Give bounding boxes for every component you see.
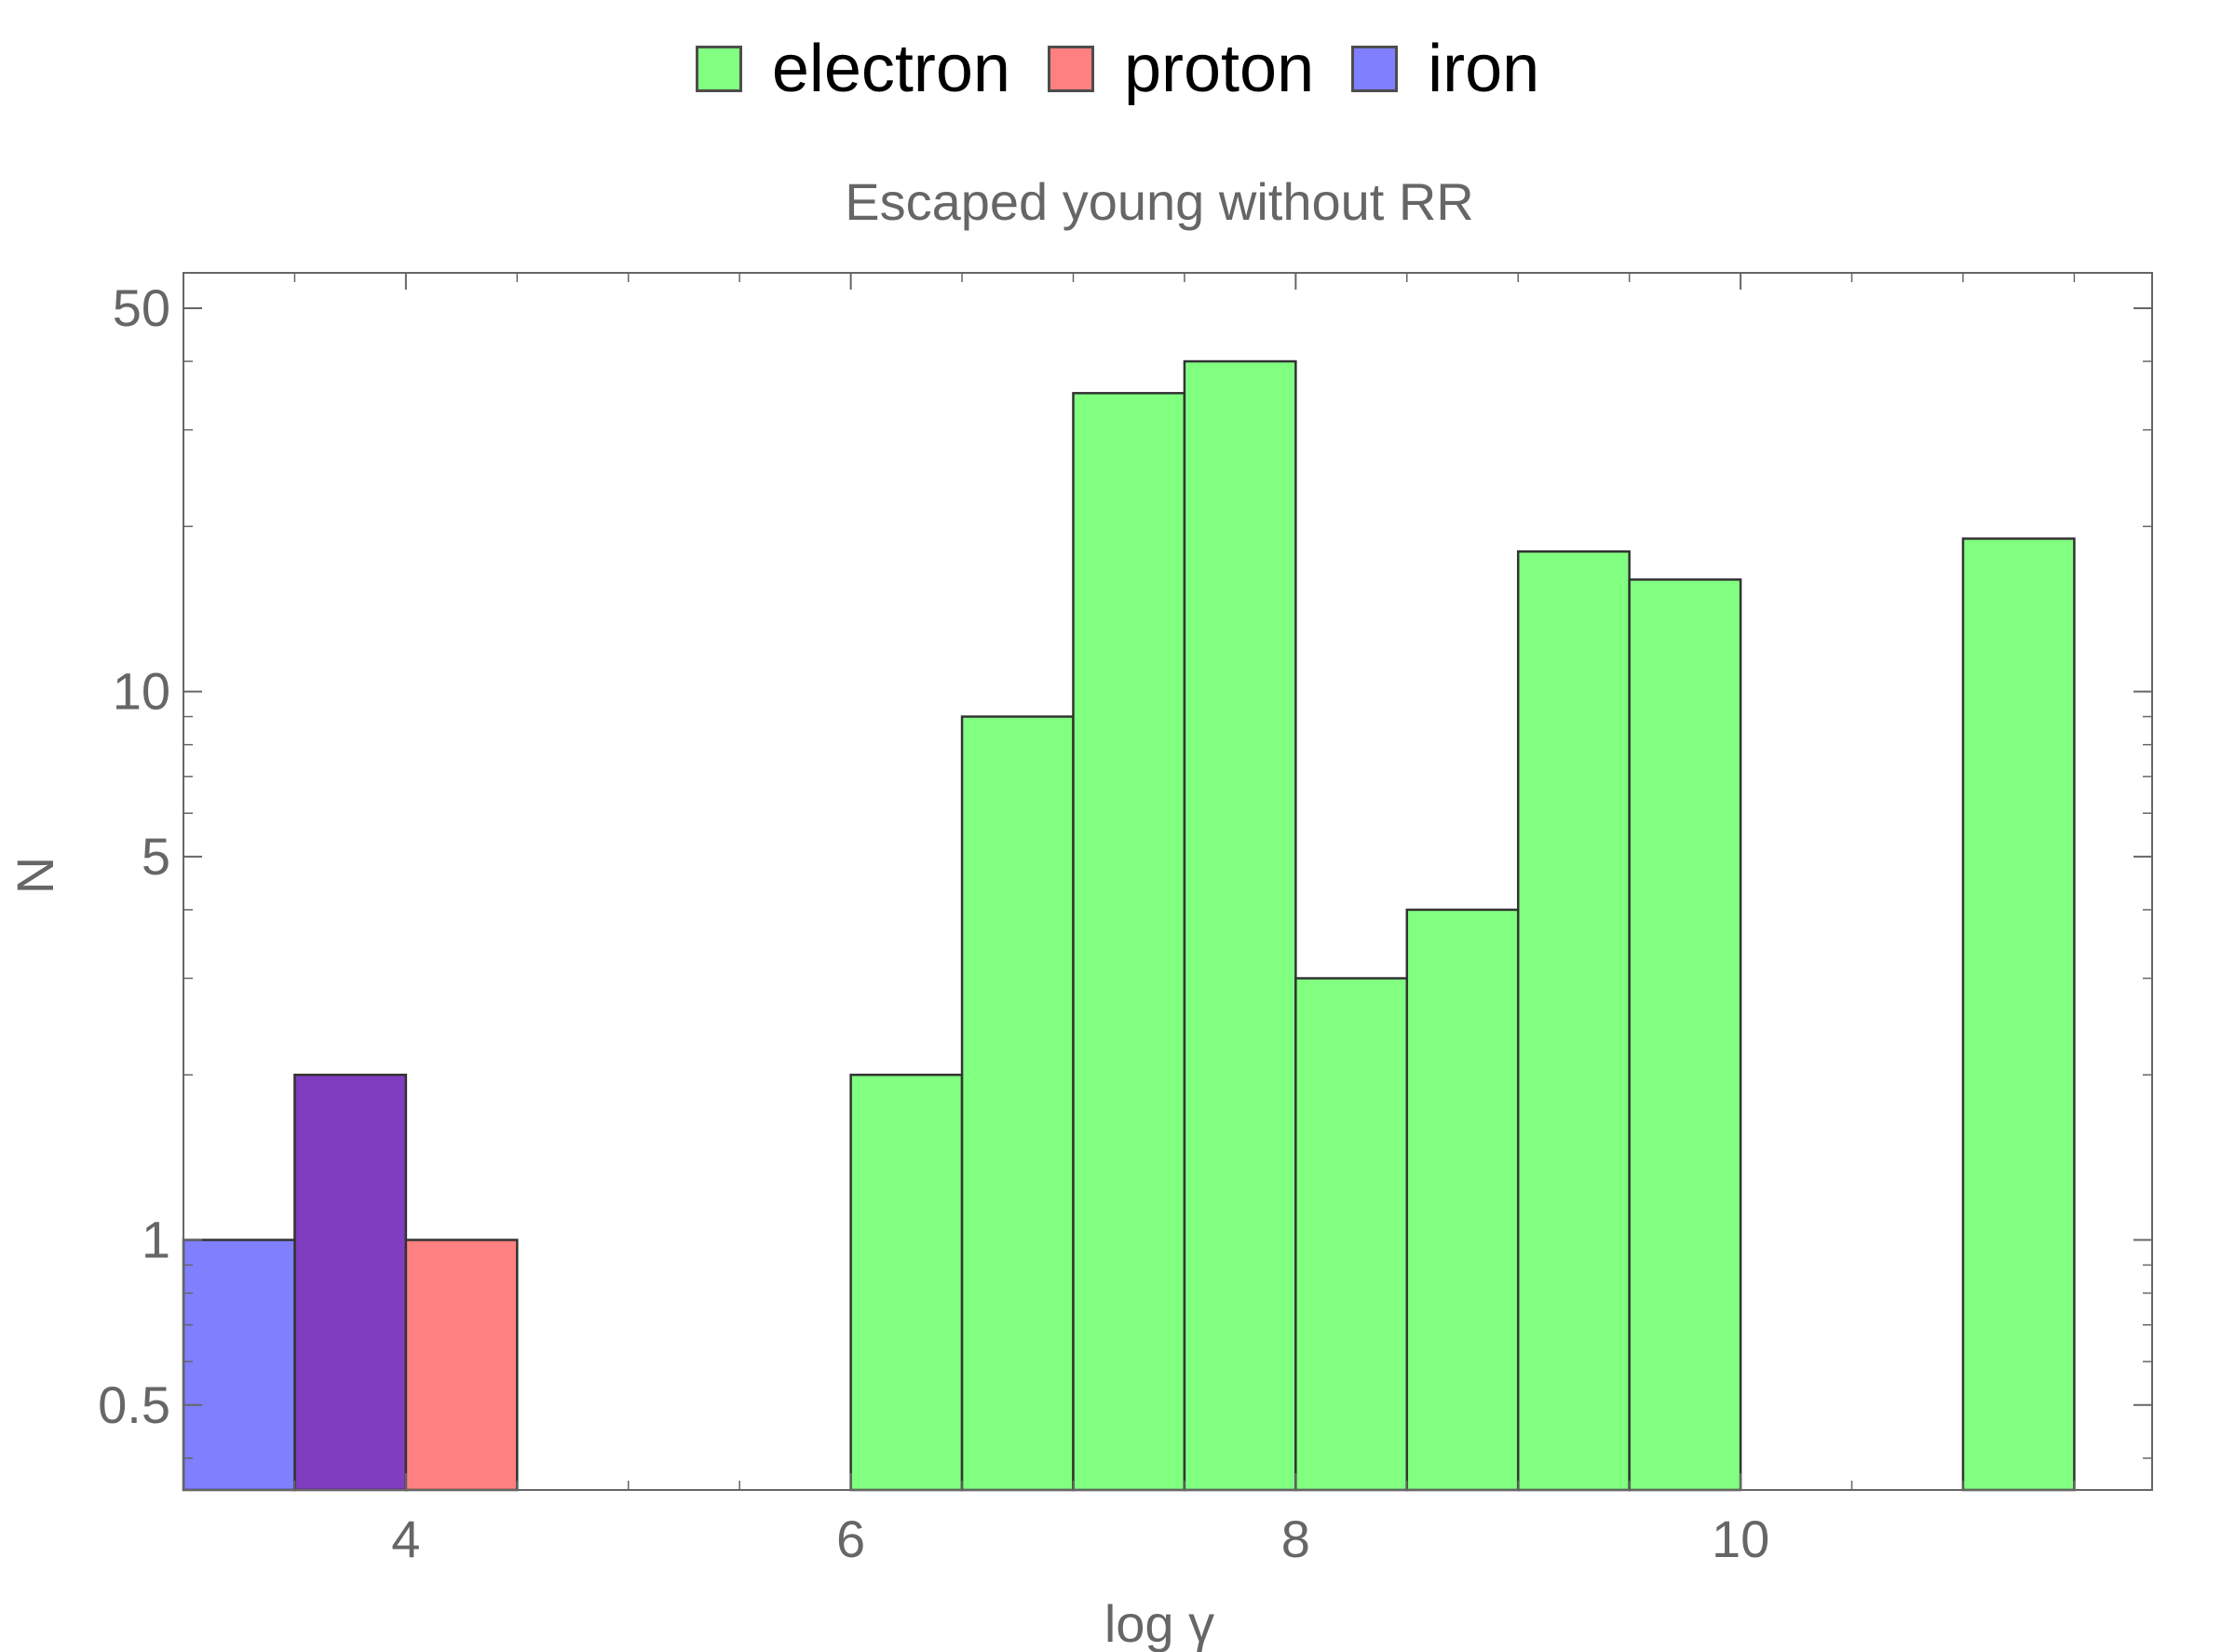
y-tick-label-50: 50	[113, 278, 170, 337]
bar-overlap-3.5	[293, 1073, 408, 1492]
bar-electron-9.5	[1628, 578, 1742, 1492]
legend-swatch-iron	[1351, 46, 1399, 92]
legend-label-proton: proton	[1123, 32, 1315, 106]
x-tick-label-10: 10	[1712, 1510, 1769, 1568]
y-tick-label-10: 10	[113, 662, 170, 721]
bar-electron-6	[849, 1073, 964, 1492]
y-axis-label: N	[6, 857, 64, 894]
bar-proton-4	[404, 1239, 519, 1492]
bar-electron-7.5	[1183, 359, 1297, 1492]
chart-legend: electron proton iron	[0, 35, 2235, 102]
legend-label-electron: electron	[771, 32, 1010, 106]
chart-title: Escaped young without RR	[845, 172, 1474, 231]
ticks-layer: 4 6 8 10 0.5 1 5 10 50	[98, 273, 2152, 1568]
y-tick-label-5: 5	[142, 827, 170, 886]
legend-item-iron: iron	[1351, 35, 1539, 102]
x-tick-label-4: 4	[391, 1510, 420, 1568]
x-axis-label: log γ	[1104, 1594, 1214, 1652]
bar-electron-11	[1961, 537, 2076, 1492]
bar-electron-7	[1072, 391, 1186, 1492]
bar-electron-9	[1516, 550, 1631, 1492]
legend-swatch-proton	[1047, 46, 1094, 92]
y-tick-label-0.5: 0.5	[98, 1375, 170, 1434]
legend-item-electron: electron	[695, 32, 1010, 106]
bar-electron-8	[1294, 977, 1409, 1492]
bar-iron-3	[182, 1239, 296, 1492]
legend-label-iron: iron	[1428, 32, 1540, 106]
x-tick-label-8: 8	[1281, 1510, 1310, 1568]
y-tick-label-1: 1	[142, 1210, 170, 1268]
bar-electron-8.5	[1405, 908, 1520, 1492]
bar-electron-6.5	[960, 715, 1075, 1492]
x-tick-label-6: 6	[836, 1510, 865, 1568]
bars-layer	[182, 359, 2076, 1492]
legend-item-proton: proton	[1047, 32, 1315, 106]
legend-swatch-electron	[695, 46, 742, 92]
plot-frame	[183, 272, 2153, 1491]
